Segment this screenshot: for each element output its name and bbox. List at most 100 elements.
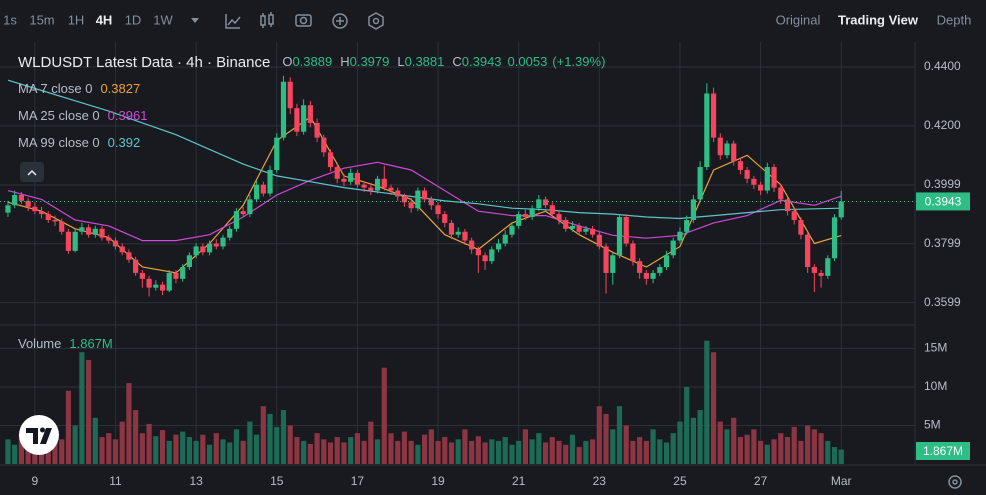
volume-bar — [475, 436, 481, 464]
view-tab[interactable]: Original — [776, 12, 821, 27]
ma-name: MA 99 close 0 — [18, 135, 100, 150]
add-icon[interactable] — [332, 13, 348, 29]
ohlc-key: H — [340, 54, 349, 69]
interval-button[interactable]: 1D — [125, 12, 142, 27]
view-tab[interactable]: Trading View — [838, 12, 919, 27]
volume-bar — [751, 429, 757, 464]
volume-bar — [778, 433, 784, 464]
volume-bar — [690, 417, 696, 464]
candle-body — [86, 227, 92, 235]
volume-bar — [448, 442, 455, 464]
candle-body — [811, 267, 817, 273]
interval-button[interactable]: 1W — [153, 12, 173, 27]
view-tab[interactable]: Depth — [937, 12, 972, 27]
candle-body — [798, 219, 804, 235]
candle-body — [173, 272, 179, 279]
interval-button[interactable]: 1H — [68, 12, 85, 27]
candle-body — [502, 234, 508, 244]
candle-body — [422, 190, 428, 200]
ma-legend: MA 99 close 0 0.392 — [18, 135, 140, 150]
more-intervals-icon[interactable] — [191, 18, 199, 23]
x-tick-label: 27 — [754, 474, 768, 488]
candle-body — [805, 234, 811, 268]
candle-body — [637, 261, 643, 273]
volume-bar — [126, 383, 132, 464]
screenshot-icon[interactable] — [295, 14, 312, 27]
candle-body — [737, 161, 744, 170]
volume-bar — [267, 413, 273, 464]
indicator-icon[interactable] — [225, 14, 241, 29]
volume-bar — [590, 439, 596, 464]
candle-body — [758, 184, 764, 191]
volume-name: Volume — [18, 336, 61, 351]
volume-bar — [509, 444, 515, 464]
interval-button[interactable]: 15m — [29, 12, 54, 27]
candle-body — [516, 214, 522, 226]
axis-settings-icon[interactable] — [948, 475, 962, 489]
candle-body — [731, 143, 737, 162]
interval-button[interactable]: 1s — [3, 12, 17, 27]
x-tick-label: 25 — [673, 474, 687, 488]
volume-bar — [536, 433, 542, 464]
volume-bar — [92, 417, 98, 464]
volume-bar — [159, 430, 166, 464]
candle-body — [563, 219, 569, 229]
interval-button[interactable]: 4H — [96, 12, 113, 27]
volume-bar — [112, 439, 119, 464]
candle-body — [32, 206, 38, 212]
last-volume-label: 1.867M — [923, 444, 963, 458]
candle-body — [274, 137, 280, 170]
volume-bar — [610, 429, 616, 464]
candle-body — [522, 214, 528, 218]
volume-tick-label: 15M — [924, 341, 947, 355]
candle-style-icon[interactable] — [260, 12, 274, 28]
volume-bar — [186, 437, 192, 464]
volume-bar — [213, 433, 219, 464]
volume-bar — [153, 436, 159, 464]
volume-bar — [59, 439, 65, 464]
candle-body — [529, 208, 535, 218]
y-tick-label: 0.4200 — [924, 118, 961, 132]
x-tick-label: 11 — [109, 474, 122, 488]
settings-icon[interactable] — [368, 12, 384, 30]
candle-body — [623, 217, 629, 244]
candle-body — [784, 199, 791, 212]
x-tick-label: 19 — [431, 474, 445, 488]
volume-bar — [260, 406, 266, 464]
candle-body — [825, 258, 831, 276]
candle-body — [818, 272, 824, 276]
volume-pane — [5, 340, 844, 464]
ma-line — [7, 79, 842, 220]
candle-body — [583, 228, 589, 232]
ma-lines — [7, 79, 842, 274]
volume-bar — [314, 433, 320, 464]
volume-bar — [274, 427, 280, 464]
candle-body — [724, 143, 730, 156]
candle-body — [462, 231, 468, 241]
volume-bar — [697, 410, 703, 464]
candle-body — [388, 187, 394, 191]
volume-bar — [106, 433, 112, 464]
ohlc-value: 0.3881 — [405, 54, 445, 69]
volume-bar — [435, 440, 441, 464]
volume-bar — [220, 439, 226, 464]
volume-bar — [838, 449, 844, 464]
candle-body — [18, 194, 24, 201]
volume-bar — [623, 425, 629, 464]
candle-body — [153, 284, 159, 288]
collapse-button[interactable] — [20, 162, 44, 182]
candle-body — [556, 214, 562, 220]
ohlc-legend: WLDUSDT Latest Data · 4h · Binance O0.388… — [18, 54, 605, 71]
candle-body — [321, 137, 327, 153]
candle-body — [455, 231, 461, 235]
ma-legend: MA 7 close 0 0.3827 — [18, 81, 140, 96]
volume-bar — [422, 434, 428, 464]
candle-body — [220, 237, 226, 247]
candle-body — [704, 93, 710, 168]
x-tick-label: 23 — [593, 474, 607, 488]
candle-body — [341, 178, 347, 182]
candle-body — [509, 225, 515, 235]
volume-bar — [341, 442, 347, 464]
volume-bar — [529, 439, 535, 464]
